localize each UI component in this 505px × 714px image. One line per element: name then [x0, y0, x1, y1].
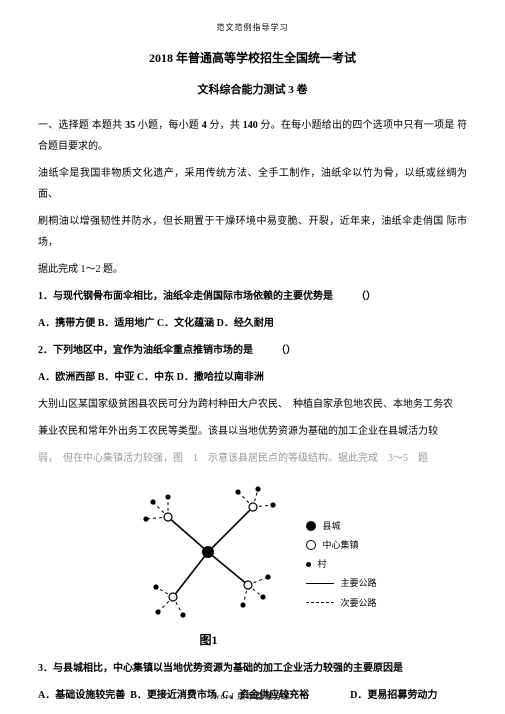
village-symbol-icon [306, 562, 311, 567]
passage1-line1: 油纸伞是我国非物质文化遗产，采用传统方法、全手工制作，油纸伞以竹为骨，以纸或丝绸… [38, 163, 467, 205]
intro-p3: 分，共 [209, 120, 240, 131]
q1-opt-d: D．经久耐用 [217, 318, 274, 329]
town-symbol-icon [306, 540, 316, 550]
q1-opt-b: B．适用地广 [98, 318, 155, 329]
q1-opt-a: A．携带方便 [38, 318, 95, 329]
intro-count: 35 [125, 120, 135, 131]
figure-container: 图1 [128, 477, 288, 652]
minor-road-symbol-icon [306, 602, 334, 603]
intro-p2: 小题，每小题 [138, 120, 199, 131]
section-intro: 一、选择题 本题共 35 小题，每小题 4 分，共 140 分。在每小题给出的四… [38, 115, 467, 157]
legend-minor-road: 次要公路 [306, 595, 376, 611]
legend-main-road: 主要公路 [306, 575, 376, 591]
q1-opt-c: C．文化蕴涵 [157, 318, 214, 329]
page: 范文范例指导学习 2018 年普通高等学校招生全国统一考试 文科综合能力测试 3… [0, 0, 505, 714]
page-top-header: 范文范例指导学习 [38, 20, 467, 35]
network-figure [128, 477, 288, 627]
q1-stem-text: 1．与现代钢骨布面伞相比，油纸伞走俏国际市场依赖的主要优势是 [38, 291, 333, 302]
passage2-line1: 大别山区某国家级贫困县农民可分为跨村种田大户农民、 种植自家承包地农民、本地务工… [38, 394, 467, 415]
legend: 县城 中心集镇 村 主要公路 次要公路 [306, 515, 376, 614]
legend-main-road-label: 主要公路 [340, 575, 376, 591]
figure-caption: 图1 [128, 629, 288, 652]
figure-row: 图1 县城 中心集镇 村 主要公路 次要公路 [38, 477, 467, 652]
legend-town: 中心集镇 [306, 537, 376, 553]
legend-village-label: 村 [317, 556, 326, 572]
county-symbol-icon [306, 521, 316, 531]
sub-title: 文科综合能力测试 3 卷 [38, 80, 467, 101]
passage1-line3-text: 据此完成 1～2 题。 [38, 264, 123, 275]
main-road-symbol-icon [306, 583, 334, 584]
passage2-line2: 兼业农民和常年外出务工农民等类型。该县以当地优势资源为基础的加工企业在县城活力较 [38, 421, 467, 442]
q2-stem-text: 2．下列地区中，宜作为油纸伞重点推销市场的是 [38, 345, 253, 356]
legend-county: 县城 [306, 518, 376, 534]
page-bottom-footer: word 版本整理分享 [0, 689, 505, 704]
intro-total: 140 [243, 120, 258, 131]
q2-opt-a: A．欧洲西部 [38, 372, 95, 383]
passage1-line3: 据此完成 1～2 题。 [38, 259, 467, 280]
passage1-line2: 刷桐油以增强韧性并防水，但长期置于干燥环境中易变脆、开裂，近年来，油纸伞走俏国 … [38, 211, 467, 253]
q2-opt-c: C．中东 [137, 372, 174, 383]
legend-county-label: 县城 [322, 518, 340, 534]
q1-stem: 1．与现代钢骨布面伞相比，油纸伞走俏国际市场依赖的主要优势是 （） [38, 286, 467, 307]
q2-opt-d: D．撒哈拉以南非洲 [177, 372, 264, 383]
legend-village: 村 [306, 556, 376, 572]
q2-opt-b: B．中亚 [98, 372, 135, 383]
q2-options: A．欧洲西部 B．中亚 C．中东 D．撒哈拉以南非洲 [38, 367, 467, 388]
legend-minor-road-label: 次要公路 [340, 595, 376, 611]
passage2-line3: 弱， 但在中心集镇活力较强，图 1 示意该县居民点的等级结构。据此完成 3～5 … [38, 448, 467, 469]
intro-p1: 一、选择题 本题共 [38, 120, 122, 131]
intro-each: 4 [202, 120, 207, 131]
q2-paren: （） [276, 345, 296, 356]
q1-options: A．携带方便 B．适用地广 C．文化蕴涵 D．经久耐用 [38, 313, 467, 334]
main-title: 2018 年普通高等学校招生全国统一考试 [38, 47, 467, 70]
q1-paren: （） [356, 291, 376, 302]
q2-stem: 2．下列地区中，宜作为油纸伞重点推销市场的是 （） [38, 340, 467, 361]
q3-stem: 3．与县城相比，中心集镇以当地优势资源为基础的加工企业活力较强的主要原因是 [38, 658, 467, 679]
legend-town-label: 中心集镇 [322, 537, 358, 553]
